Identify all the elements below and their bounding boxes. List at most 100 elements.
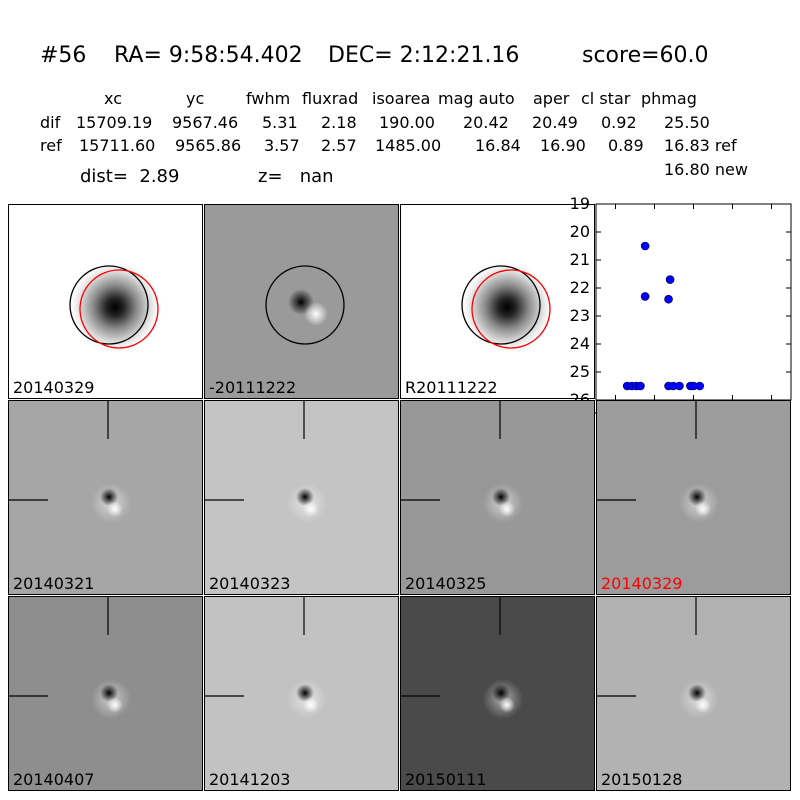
stamp-image xyxy=(205,597,327,719)
stamp-image xyxy=(401,597,523,719)
y-tick-label: 24 xyxy=(570,334,590,353)
data-point xyxy=(664,294,673,304)
col-header-isoarea: isoarea xyxy=(372,89,431,108)
stamp-panel: 20141203 xyxy=(204,596,399,791)
cell-dif-cl-star: 0.92 xyxy=(601,113,637,132)
phmag-new: 16.80 new xyxy=(664,160,748,179)
aperture-circle-red xyxy=(471,269,551,349)
panel-label: -20111222 xyxy=(209,378,297,397)
source-residual xyxy=(499,697,515,713)
stamp-label: 20140323 xyxy=(209,574,291,593)
stamp-panel: 20140329 xyxy=(596,400,791,595)
z-value: z= nan xyxy=(258,166,334,187)
cell-dif-yc: 9567.46 xyxy=(172,113,239,132)
col-header-cl-star: cl star xyxy=(581,89,631,108)
aperture-circle-black xyxy=(69,265,149,345)
stamp-image xyxy=(9,401,131,523)
col-header-xc: xc xyxy=(104,89,122,108)
source-residual xyxy=(107,501,123,517)
source-residual xyxy=(303,501,319,517)
stamp-label: 20141203 xyxy=(209,770,291,789)
aperture-circle-black xyxy=(265,265,345,345)
source-residual xyxy=(695,501,711,517)
cell-dif-mag-auto: 20.42 xyxy=(463,113,509,132)
stamp-panel: 20140407 xyxy=(8,596,203,791)
score-value: score=60.0 xyxy=(582,43,709,68)
col-header-aper: aper xyxy=(533,89,570,108)
panel-label: 20140329 xyxy=(13,378,95,397)
stamp-image xyxy=(9,597,131,719)
galaxy-blob xyxy=(459,259,555,355)
cell-ref-yc: 9565.86 xyxy=(175,136,242,155)
cell-dif-xc: 15709.19 xyxy=(76,113,153,132)
plot-frame xyxy=(595,203,792,401)
cell-dif-aper: 20.49 xyxy=(532,113,578,132)
cell-dif-fwhm: 5.31 xyxy=(262,113,298,132)
data-point xyxy=(665,275,675,284)
stamp-label: 20140407 xyxy=(13,770,95,789)
col-header-yc: yc xyxy=(186,89,205,108)
y-tick-label: 23 xyxy=(570,306,590,325)
source-residual xyxy=(107,697,123,713)
dist-value: dist= 2.89 xyxy=(80,166,180,187)
galaxy-blob xyxy=(67,259,163,355)
data-point xyxy=(675,381,684,391)
cell-ref-aper: 16.90 xyxy=(540,136,586,155)
cell-ref-phmag: 16.83 ref xyxy=(664,136,737,155)
cell-ref-fwhm: 3.57 xyxy=(264,136,300,155)
row-label-ref: ref xyxy=(40,136,62,155)
stamp-panel: 20140325 xyxy=(400,400,595,595)
y-tick-label: 21 xyxy=(570,250,590,269)
stamp-image xyxy=(401,401,523,523)
cell-dif-phmag: 25.50 xyxy=(664,113,710,132)
y-tick-label: 25 xyxy=(570,362,590,381)
data-point xyxy=(695,381,705,391)
aperture-circle-red xyxy=(79,269,159,349)
stamp-image xyxy=(265,265,345,345)
row-label-dif: dif xyxy=(40,113,61,132)
stamp-label: 20150111 xyxy=(405,770,487,789)
data-point xyxy=(636,381,645,391)
col-header-fluxrad: fluxrad xyxy=(302,89,359,108)
col-header-phmag: phmag xyxy=(641,89,697,108)
cell-dif-fluxrad: 2.18 xyxy=(321,113,357,132)
aperture-circle-black xyxy=(461,265,541,345)
dec-value: DEC= 2:12:21.16 xyxy=(328,43,520,68)
stamp-image xyxy=(597,401,719,523)
cell-dif-isoarea: 190.00 xyxy=(379,113,435,132)
y-tick-label: 22 xyxy=(570,278,590,297)
data-point xyxy=(640,241,650,251)
cell-ref-xc: 15711.60 xyxy=(79,136,156,155)
stamp-panel: 20150111 xyxy=(400,596,595,791)
stamp-label: 20150128 xyxy=(601,770,683,789)
stamp-label: 20140325 xyxy=(405,574,487,593)
y-tick-label: 20 xyxy=(570,222,590,241)
candidate-id: #56 xyxy=(40,43,87,68)
stamp-panel: 20140323 xyxy=(204,400,399,595)
col-header-mag-auto: mag auto xyxy=(438,89,515,108)
stamp-label: 20140329 xyxy=(601,574,683,593)
panel-label: R20111222 xyxy=(405,378,498,397)
stamp-panel: 20150128 xyxy=(596,596,791,791)
source-residual xyxy=(695,697,711,713)
image-panel-reference: R20111222 xyxy=(400,204,595,399)
image-panel-new: 20140329 xyxy=(8,204,203,399)
cell-ref-isoarea: 1485.00 xyxy=(375,136,442,155)
stamp-image xyxy=(459,259,555,355)
stamp-image xyxy=(597,597,719,719)
dipole-positive xyxy=(304,302,328,326)
cell-ref-cl-star: 0.89 xyxy=(608,136,644,155)
stamp-image xyxy=(67,259,163,355)
image-panel-difference: -20111222 xyxy=(204,204,399,399)
stamp-image xyxy=(205,401,327,523)
light-curve-plot: 1920212223242526−100−50050100 xyxy=(570,194,792,422)
cell-ref-fluxrad: 2.57 xyxy=(321,136,357,155)
col-header-fwhm: fwhm xyxy=(246,89,291,108)
cell-ref-mag-auto: 16.84 xyxy=(475,136,521,155)
source-residual xyxy=(499,501,515,517)
stamp-label: 20140321 xyxy=(13,574,95,593)
y-tick-label: 19 xyxy=(570,194,590,213)
source-residual xyxy=(303,697,319,713)
stamp-panel: 20140321 xyxy=(8,400,203,595)
ra-value: RA= 9:58:54.402 xyxy=(114,43,303,68)
